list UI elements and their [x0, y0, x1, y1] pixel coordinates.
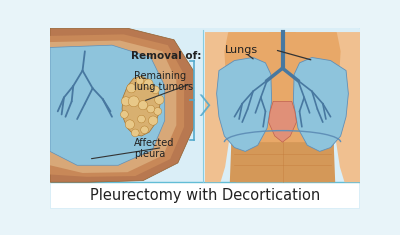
Polygon shape: [122, 76, 160, 136]
Polygon shape: [50, 34, 184, 177]
Polygon shape: [50, 45, 165, 165]
Circle shape: [128, 96, 139, 107]
Polygon shape: [268, 101, 296, 142]
Circle shape: [136, 77, 144, 84]
Text: Pleurectomy with Decortication: Pleurectomy with Decortication: [90, 188, 320, 203]
Circle shape: [141, 126, 148, 134]
Circle shape: [127, 84, 136, 93]
Polygon shape: [217, 58, 272, 151]
Circle shape: [144, 79, 153, 88]
Bar: [51, 182, 359, 208]
Circle shape: [152, 86, 159, 94]
Text: Affected
pleura: Affected pleura: [134, 137, 174, 159]
Polygon shape: [200, 94, 210, 116]
Circle shape: [121, 97, 130, 106]
Polygon shape: [230, 142, 335, 182]
Polygon shape: [205, 32, 238, 182]
Circle shape: [148, 116, 158, 125]
Polygon shape: [293, 58, 348, 151]
Circle shape: [125, 120, 134, 129]
Circle shape: [138, 115, 145, 123]
Circle shape: [131, 129, 139, 137]
FancyBboxPatch shape: [48, 27, 362, 211]
Text: Lungs: Lungs: [224, 45, 258, 55]
Polygon shape: [50, 40, 176, 173]
Polygon shape: [50, 28, 193, 182]
Circle shape: [155, 95, 164, 104]
Polygon shape: [267, 32, 298, 59]
Circle shape: [120, 111, 128, 118]
Circle shape: [147, 105, 155, 113]
Polygon shape: [328, 32, 360, 182]
Polygon shape: [224, 32, 341, 182]
Text: Remaining
lung tumors: Remaining lung tumors: [134, 70, 193, 92]
Circle shape: [154, 107, 162, 115]
Text: Removal of:: Removal of:: [131, 51, 202, 61]
Circle shape: [138, 101, 148, 110]
